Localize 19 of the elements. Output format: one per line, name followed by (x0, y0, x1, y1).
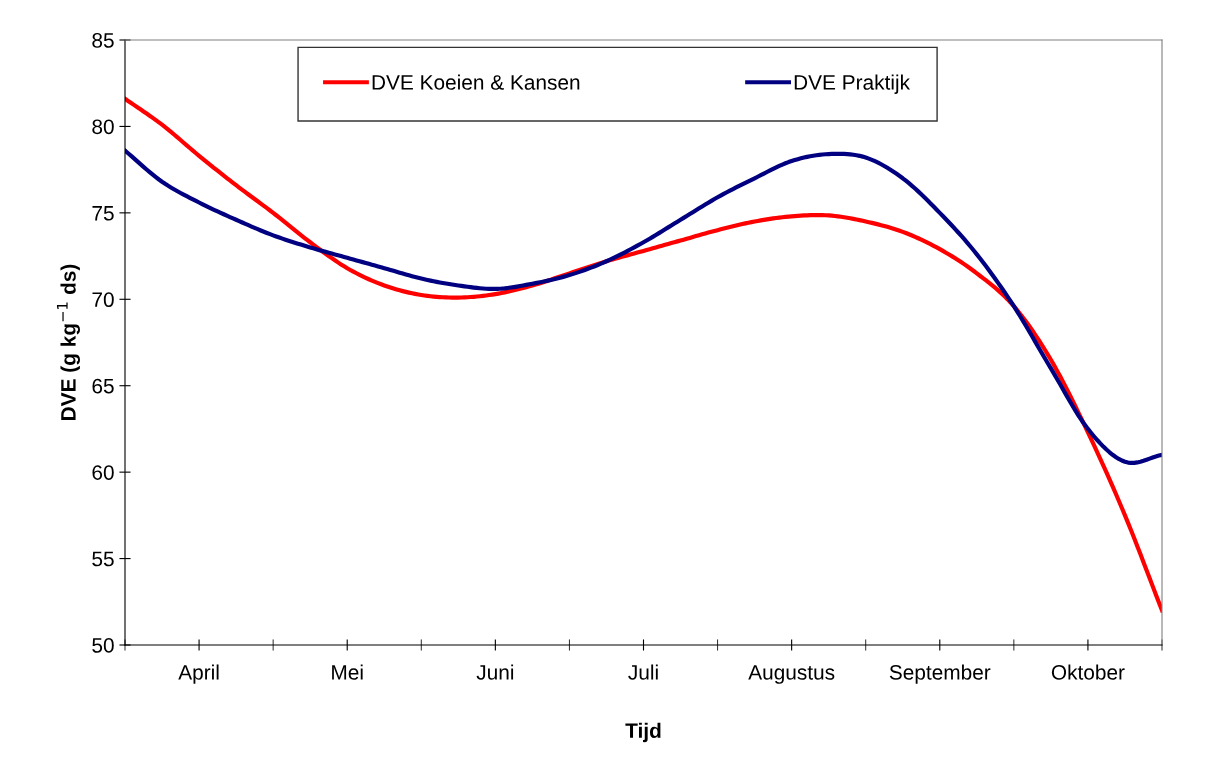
y-tick-label: 80 (92, 119, 114, 135)
x-tick-label: Augustus (748, 665, 835, 684)
x-tick-label: Oktober (1051, 664, 1125, 680)
y-tick-label: 50 (92, 638, 114, 653)
y-tick-label: 70 (92, 292, 114, 308)
x-axis-title: Tijd (625, 722, 661, 743)
y-tick-label: 75 (92, 206, 114, 221)
x-tick-label: Mei (332, 664, 363, 680)
y-tick-label: 55 (92, 551, 114, 567)
y-tick-label: 65 (92, 378, 114, 394)
legend-label: DVE Praktijk (794, 74, 911, 94)
y-tick-label: 60 (92, 465, 114, 480)
x-tick-label: Juli (628, 664, 658, 680)
y-axis-title: DVE (g kg$^{−1}$ ds) (56, 264, 80, 420)
legend-label: DVE Koeien & Kansen (372, 74, 580, 90)
x-tick-label: April (178, 664, 219, 684)
x-tick-label: September (889, 664, 991, 684)
y-tick-label: 85 (92, 33, 114, 48)
x-tick-label: Juni (476, 664, 514, 680)
